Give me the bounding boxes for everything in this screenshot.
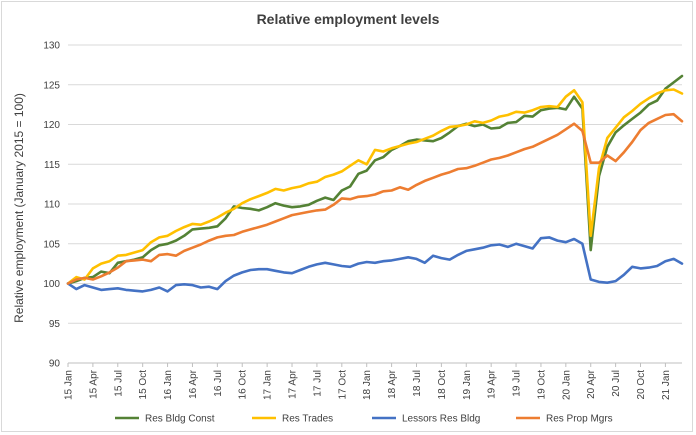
x-tick-label: 17 Jul xyxy=(312,370,323,397)
x-tick-label: 18 Oct xyxy=(437,370,448,400)
chart-title: Relative employment levels xyxy=(257,11,440,27)
x-tick-label: 18 Jan xyxy=(362,370,373,400)
y-tick-label: 95 xyxy=(49,319,61,330)
x-tick-label: 18 Jul xyxy=(412,370,423,397)
series-lines xyxy=(66,74,684,293)
y-tick-label: 125 xyxy=(43,80,60,91)
x-tick-label: 19 Apr xyxy=(487,369,498,399)
x-tick-label: 16 Jan xyxy=(163,370,174,400)
x-tick-label: 16 Apr xyxy=(188,369,199,399)
y-tick-label: 100 xyxy=(43,279,60,290)
x-axis-ticks: 15 Jan 15 Apr 15 Jul 15 Oct 16 Jan 16 Apr 16 J… xyxy=(64,363,672,400)
x-tick-label: 16 Oct xyxy=(238,370,249,400)
x-tick-label: 20 Jul xyxy=(611,370,622,397)
x-tick-label: 21 Jan xyxy=(661,370,672,400)
x-tick-label: 20 Jan xyxy=(561,370,572,400)
series-line-lessors-res-bldg xyxy=(66,236,684,293)
x-tick-label: 15 Jul xyxy=(113,370,124,397)
legend-label: Res Prop Mgrs xyxy=(546,414,613,425)
x-tick-label: 19 Oct xyxy=(536,370,547,400)
y-tick-label: 110 xyxy=(44,200,60,211)
y-axis-ticks: 90 95 100 105 110 115 120 125 130 xyxy=(43,41,60,370)
x-tick-label: 19 Jan xyxy=(462,370,473,400)
series-line-res-trades xyxy=(66,88,684,285)
y-tick-label: 120 xyxy=(43,120,60,131)
x-tick-label: 15 Oct xyxy=(138,370,149,400)
x-tick-label: 20 Apr xyxy=(586,369,597,399)
y-tick-label: 105 xyxy=(43,239,60,250)
legend: Res Bldg Const Res Trades Lessors Res Bldg… xyxy=(115,414,613,425)
x-tick-label: 17 Oct xyxy=(337,370,348,400)
y-tick-label: 90 xyxy=(49,359,61,370)
x-tick-label: 15 Apr xyxy=(88,369,99,399)
y-axis-label: Relative employment (January 2015 = 100) xyxy=(12,93,26,323)
legend-label: Res Bldg Const xyxy=(145,414,215,425)
x-tick-label: 20 Oct xyxy=(636,370,647,400)
x-tick-label: 17 Jan xyxy=(263,370,274,400)
x-tick-label: 19 Jul xyxy=(512,370,523,397)
x-tick-label: 15 Jan xyxy=(64,370,75,400)
series-line-res-bldg-const xyxy=(66,74,684,285)
x-tick-label: 16 Jul xyxy=(213,370,224,397)
legend-label: Lessors Res Bldg xyxy=(402,414,480,425)
x-tick-label: 17 Apr xyxy=(288,369,299,399)
x-tick-label: 18 Apr xyxy=(387,369,398,399)
series-line-res-prop-mgrs xyxy=(66,112,684,285)
legend-label: Res Trades xyxy=(282,414,333,425)
y-tick-label: 130 xyxy=(43,41,60,52)
y-tick-label: 115 xyxy=(44,160,60,171)
